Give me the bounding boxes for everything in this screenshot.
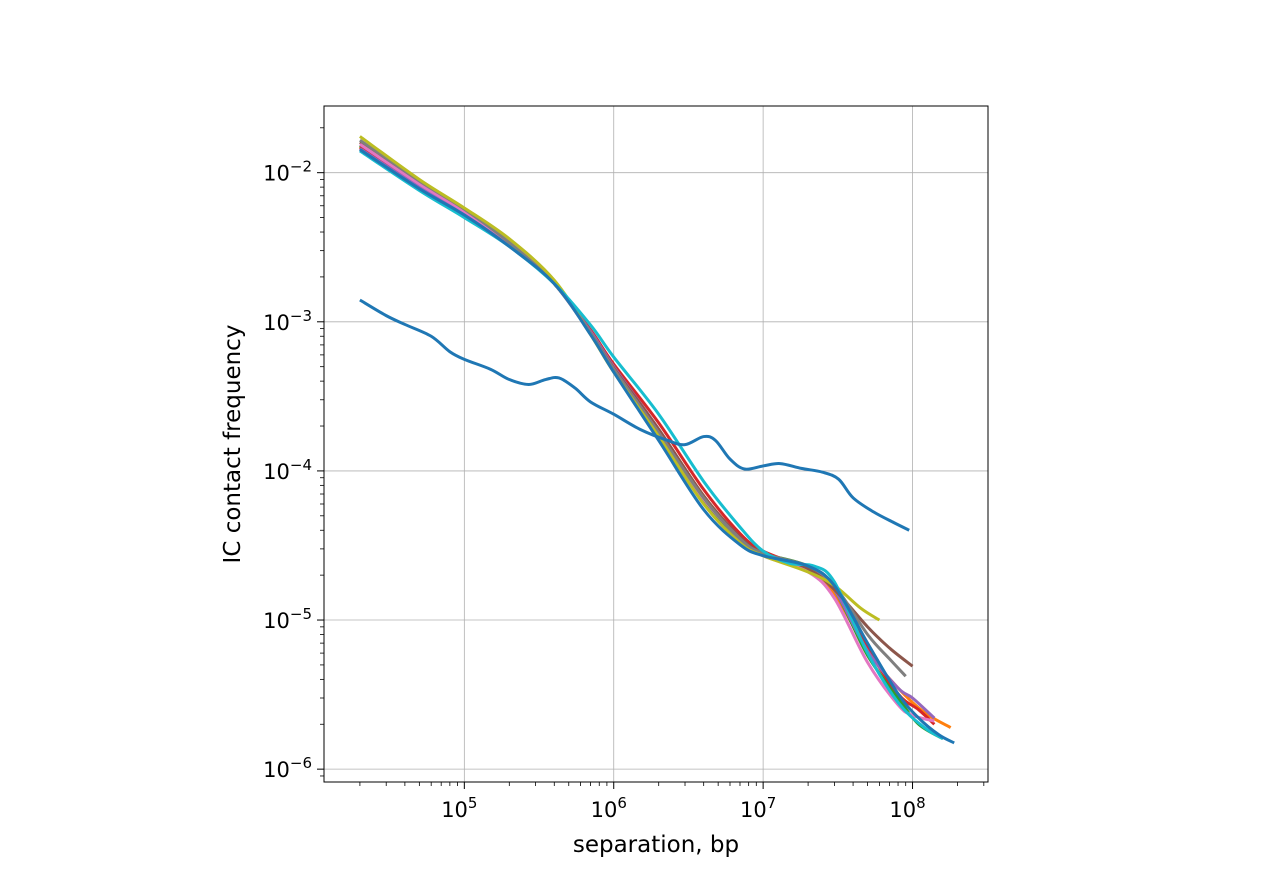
x-tick-label: 108 (889, 794, 925, 822)
plot-frame (323, 105, 989, 783)
x-tick-label: 105 (441, 794, 477, 822)
series-lines (359, 135, 955, 745)
series-line-7 (359, 139, 907, 678)
x-tick-label: 106 (591, 794, 627, 822)
y-tick-label: 10−6 (263, 754, 312, 782)
series-line-8 (359, 135, 881, 622)
series-line-11 (359, 298, 910, 532)
y-axis-label: IC contact frequency (220, 325, 246, 564)
y-tick-label: 10−4 (263, 456, 312, 484)
series-line-2 (359, 144, 944, 741)
x-axis-label: separation, bp (573, 832, 739, 858)
y-tick-label: 10−5 (263, 605, 312, 633)
series-line-9 (359, 149, 944, 741)
series-line-3 (359, 146, 936, 726)
axis-ticks: 105 106 107 108 10−6 10−5 10−4 10−3 10−2 (263, 127, 985, 822)
y-tick-label: 10−3 (263, 307, 312, 335)
grid-lines (324, 106, 988, 782)
y-tick-label: 10−2 (263, 158, 312, 186)
series-line-10 (359, 148, 955, 745)
x-tick-label: 107 (740, 794, 776, 822)
